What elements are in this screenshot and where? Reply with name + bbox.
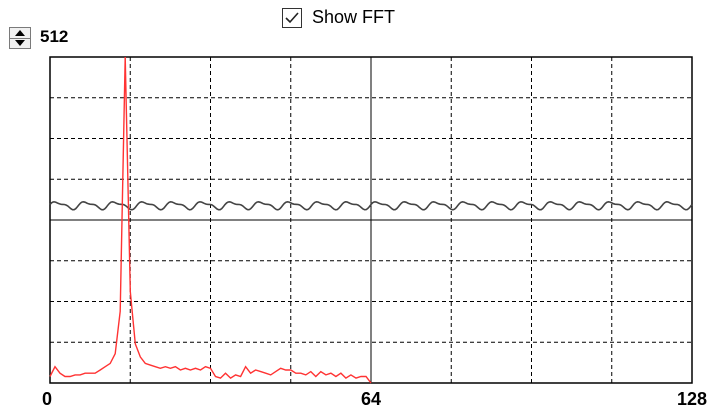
spinner-up-button[interactable] xyxy=(10,28,30,38)
sample-count-spinner[interactable] xyxy=(9,27,31,49)
checkmark-icon xyxy=(285,11,299,23)
arrow-down-icon xyxy=(15,40,25,46)
signal-waveform-line xyxy=(49,200,693,211)
show-fft-checkbox[interactable]: Show FFT xyxy=(282,7,395,28)
x-tick-label: 64 xyxy=(361,389,382,409)
x-tick-label: 128 xyxy=(677,389,708,409)
sample-count-value: 512 xyxy=(40,27,69,46)
spinner-divider xyxy=(10,38,30,39)
arrow-up-icon xyxy=(15,30,25,36)
show-fft-label: Show FFT xyxy=(312,7,396,27)
fft-spectrum-line xyxy=(49,56,372,384)
spinner-down-button[interactable] xyxy=(10,38,30,48)
checkbox-box[interactable] xyxy=(282,7,302,28)
x-tick-label: 0 xyxy=(42,389,53,409)
